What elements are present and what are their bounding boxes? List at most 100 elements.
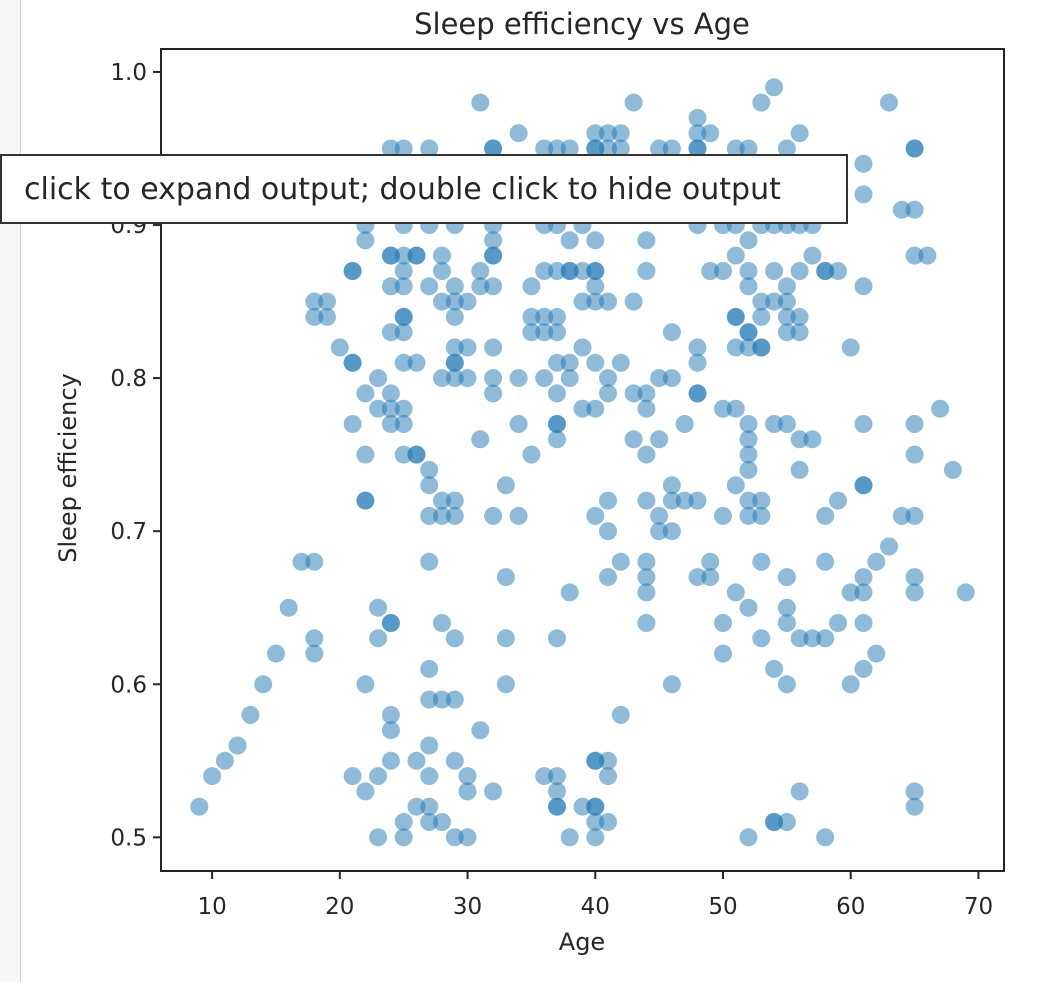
- data-point: [509, 124, 528, 143]
- data-point: [548, 139, 566, 158]
- data-point: [381, 415, 400, 433]
- data-point: [420, 797, 439, 816]
- data-point: [548, 262, 566, 280]
- data-point: [484, 369, 503, 388]
- data-point: [535, 369, 554, 388]
- data-point: [650, 369, 669, 388]
- data-point: [484, 277, 503, 296]
- data-point: [509, 506, 528, 525]
- data-point: [599, 292, 617, 311]
- data-point: [394, 139, 413, 158]
- data-point: [790, 629, 809, 648]
- data-point: [381, 399, 400, 418]
- data-point: [305, 292, 324, 311]
- data-point: [854, 476, 873, 495]
- data-point: [790, 262, 809, 280]
- data-point: [458, 828, 477, 847]
- data-point: [650, 139, 669, 158]
- plot-area-frame: [160, 48, 1005, 872]
- data-point: [854, 185, 873, 204]
- data-point: [611, 552, 630, 571]
- data-point: [726, 139, 745, 158]
- data-point: [586, 797, 605, 816]
- data-point: [420, 736, 439, 755]
- data-point: [892, 506, 911, 525]
- data-point: [599, 384, 617, 403]
- data-point: [458, 292, 477, 311]
- data-point: [816, 262, 835, 280]
- data-point: [765, 262, 784, 280]
- data-point: [752, 506, 771, 525]
- data-point: [726, 583, 745, 602]
- data-point: [726, 399, 745, 418]
- data-point: [433, 690, 451, 709]
- data-point: [560, 353, 579, 372]
- data-point: [637, 384, 656, 403]
- data-point: [535, 767, 554, 786]
- data-point: [662, 369, 681, 388]
- data-point: [637, 583, 656, 602]
- data-point: [509, 369, 528, 388]
- data-point: [867, 552, 886, 571]
- data-point: [548, 415, 566, 433]
- data-point: [905, 445, 924, 464]
- data-point: [394, 353, 413, 372]
- data-point: [739, 460, 758, 479]
- data-point: [726, 307, 745, 326]
- data-point: [777, 139, 796, 158]
- data-point: [573, 292, 592, 311]
- output-expand-tooltip[interactable]: click to expand output; double click to …: [0, 154, 848, 224]
- data-point: [343, 262, 362, 280]
- data-point: [624, 430, 643, 449]
- data-point: [726, 246, 745, 265]
- data-point: [343, 353, 362, 372]
- data-point: [586, 292, 605, 311]
- data-point: [739, 323, 758, 342]
- x-tick-label: 10: [197, 894, 226, 920]
- data-point: [445, 292, 464, 311]
- data-point: [420, 506, 439, 525]
- data-point: [637, 399, 656, 418]
- data-point: [765, 659, 784, 678]
- data-point: [739, 231, 758, 250]
- data-point: [803, 430, 822, 449]
- data-point: [777, 323, 796, 342]
- data-point: [586, 124, 605, 143]
- data-point: [381, 384, 400, 403]
- data-point: [637, 614, 656, 632]
- data-point: [356, 231, 375, 250]
- data-point: [369, 767, 388, 786]
- data-point: [777, 415, 796, 433]
- data-point: [599, 522, 617, 541]
- data-point: [777, 675, 796, 694]
- data-point: [739, 338, 758, 357]
- data-point: [599, 751, 617, 770]
- data-point: [203, 767, 222, 786]
- data-point: [548, 430, 566, 449]
- data-point: [548, 353, 566, 372]
- data-point: [650, 430, 669, 449]
- data-point: [688, 124, 707, 143]
- data-point: [880, 93, 898, 112]
- data-point: [433, 369, 451, 388]
- data-point: [688, 139, 707, 158]
- data-point: [381, 721, 400, 740]
- data-point: [650, 522, 669, 541]
- data-point: [905, 782, 924, 801]
- y-tick-label: 0.8: [110, 366, 147, 392]
- data-point: [445, 353, 464, 372]
- data-point: [445, 751, 464, 770]
- data-point: [739, 828, 758, 847]
- data-point: [394, 262, 413, 280]
- data-point: [841, 583, 860, 602]
- data-point: [701, 262, 720, 280]
- data-point: [381, 614, 400, 632]
- data-point: [739, 139, 758, 158]
- data-point: [688, 491, 707, 510]
- data-point: [777, 292, 796, 311]
- x-tick-label: 70: [964, 894, 993, 920]
- data-point: [369, 399, 388, 418]
- data-point: [905, 139, 924, 158]
- data-point: [829, 614, 847, 632]
- data-point: [458, 767, 477, 786]
